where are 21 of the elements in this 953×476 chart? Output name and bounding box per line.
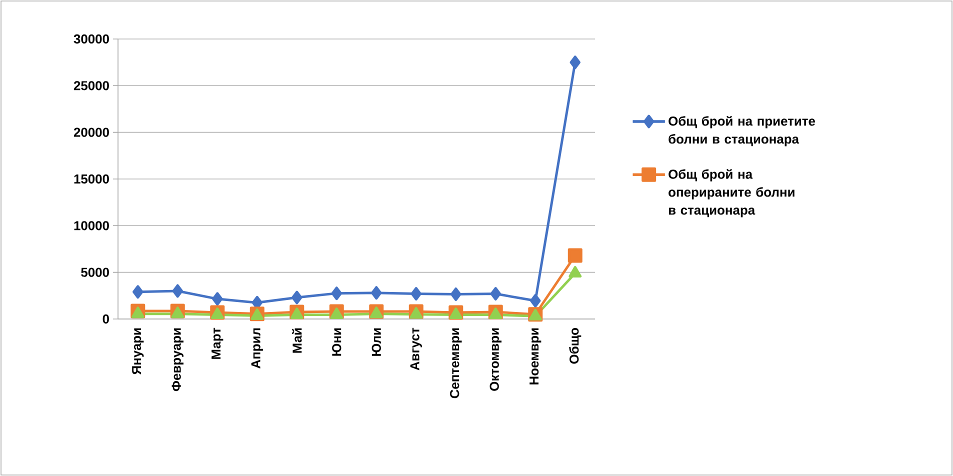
x-tick-label: Октомври [490, 328, 502, 391]
y-tick-label: 25000 [74, 81, 109, 90]
x-tick-label: Август [410, 328, 422, 370]
legend-label: Общ брой на оперираните болни в стационара [668, 169, 794, 218]
legend-label: Общ брой на приетите болни в стационара [668, 116, 816, 146]
y-tick-label: 30000 [74, 34, 109, 44]
x-tick-label: Март [212, 328, 224, 359]
x-tick-label: Юли [372, 328, 381, 356]
y-tick-label: 5000 [81, 268, 109, 277]
y-tick-label: 0 [102, 314, 109, 324]
x-tick-label: Април [251, 328, 263, 368]
x-tick-label: Общо [569, 328, 582, 364]
x-tick-label: Май [292, 328, 302, 353]
x-tick-label: Януари [132, 328, 144, 375]
x-tick-label: Септември [450, 328, 462, 398]
y-tick-label: 15000 [74, 174, 109, 184]
x-tick-label: Юни [332, 328, 342, 356]
x-tick-label: Ноември [530, 328, 542, 384]
x-tick-label: Февруари [172, 328, 184, 392]
y-tick-label: 20000 [74, 128, 109, 137]
y-tick-label: 10000 [74, 221, 109, 230]
